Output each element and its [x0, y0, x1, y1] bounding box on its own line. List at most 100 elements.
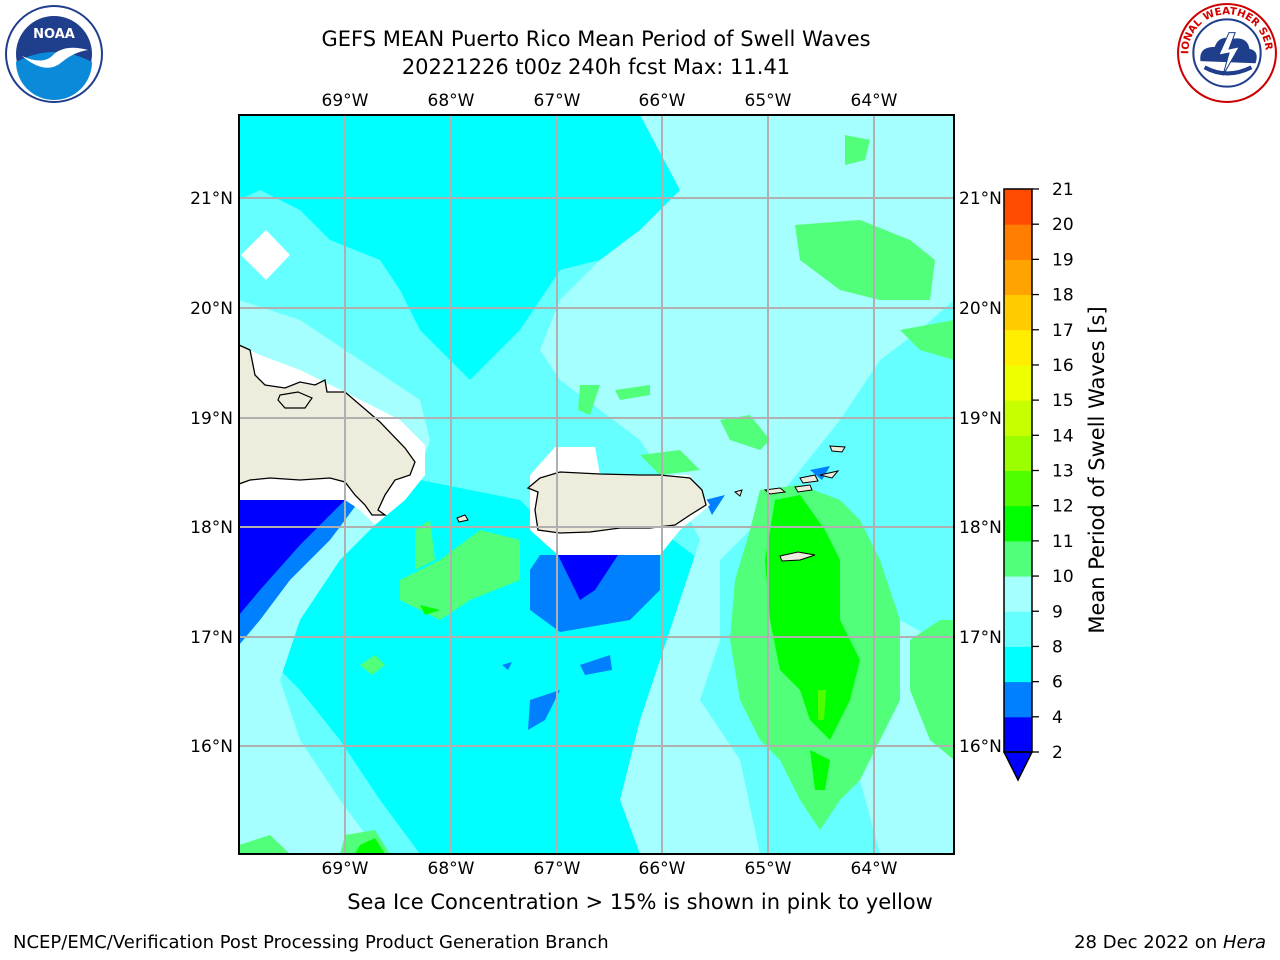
field-band-9-10	[239, 835, 290, 854]
lon-label-bottom: 69°W	[322, 859, 369, 879]
colorbar-cell	[1004, 611, 1032, 647]
colorbar-tick-label: 2	[1052, 743, 1063, 763]
colorbar: 2 4 6 8 9 10 11 12 13 14 15 16 17 18 19 20 21	[1002, 180, 1074, 782]
colorbar-cell	[1004, 329, 1032, 366]
lat-label-right: 18°N	[959, 518, 1002, 538]
lat-label-left: 16°N	[190, 737, 233, 757]
field-band-below-2	[558, 555, 618, 600]
colorbar-tick-label: 15	[1052, 391, 1074, 411]
map-title-line1: GEFS MEAN Puerto Rico Mean Period of Swe…	[321, 27, 871, 51]
footer-date: 28 Dec 2022 on Hera	[1074, 932, 1266, 953]
colorbar-cells	[1004, 189, 1032, 753]
sea-ice-note: Sea Ice Concentration > 15% is shown in …	[0, 890, 1280, 914]
colorbar-cell	[1004, 224, 1032, 260]
virgin-islands	[733, 445, 846, 497]
lon-label-top: 66°W	[639, 91, 686, 111]
lon-labels-bottom: 69°W 68°W 67°W 66°W 65°W 64°W	[322, 859, 898, 879]
field-band-9-10	[640, 450, 700, 475]
lat-label-left: 19°N	[190, 409, 233, 429]
colorbar-cell	[1004, 189, 1032, 225]
colorbar-cell	[1004, 470, 1032, 507]
map-frame	[238, 114, 955, 855]
field-band-below-2	[239, 500, 345, 615]
field-band-9-10	[615, 385, 650, 400]
colorbar-tick-label: 12	[1052, 497, 1074, 517]
lon-label-top: 67°W	[534, 91, 581, 111]
field-band-2-4	[810, 466, 830, 480]
field-band-9-10	[415, 520, 435, 570]
lon-label-bottom: 68°W	[428, 859, 475, 879]
sea-ice-note-text: Sea Ice Concentration > 15% is shown in …	[347, 890, 933, 914]
field-band-2-4	[580, 655, 612, 675]
lat-label-right: 16°N	[959, 737, 1002, 757]
field-band-9-10	[900, 320, 954, 360]
hispaniola-landmass	[239, 344, 416, 516]
field-band-10-11	[420, 605, 440, 615]
field-band-9-10	[720, 415, 770, 450]
colorbar-cell	[1004, 716, 1032, 753]
lat-label-left: 21°N	[190, 189, 233, 209]
field-band-2-4	[705, 495, 725, 515]
lon-label-top: 68°W	[428, 91, 475, 111]
field-band-9-10	[795, 220, 935, 300]
colorbar-extend-arrow	[1002, 751, 1034, 782]
lon-label-top: 69°W	[322, 91, 369, 111]
field-band-8-9	[540, 115, 954, 854]
mona-island	[456, 514, 469, 523]
colorbar-cell	[1004, 646, 1032, 683]
colorbar-cell	[1004, 294, 1032, 331]
field-band-9-10	[400, 530, 520, 620]
lon-label-bottom: 66°W	[639, 859, 686, 879]
footer-credit: NCEP/EMC/Verification Post Processing Pr…	[13, 932, 609, 953]
colorbar-cell	[1004, 259, 1032, 296]
no-data-mask	[241, 230, 290, 280]
colorbar-tick-label: 20	[1052, 215, 1074, 235]
field-band-9-10	[910, 620, 954, 760]
hispaniola-north-coast	[277, 391, 313, 409]
colorbar-cell	[1004, 400, 1032, 436]
field-band-9-10	[360, 655, 385, 675]
colorbar-ticks: 2 4 6 8 9 10 11 12 13 14 15 16 17 18 19 20 21	[1032, 180, 1074, 763]
colorbar-tick-label: 9	[1052, 602, 1063, 622]
colorbar-cell	[1004, 681, 1032, 718]
colorbar-tick-label: 19	[1052, 250, 1074, 270]
colorbar-tick-label: 6	[1052, 673, 1063, 693]
colorbar-cell	[1004, 505, 1032, 542]
colorbar-tick-label: 11	[1052, 532, 1074, 552]
field-band-2-4	[502, 662, 512, 670]
lon-labels-top: 69°W 68°W 67°W 66°W 65°W 64°W	[322, 91, 898, 111]
lat-labels-right: 21°N 20°N 19°N 18°N 17°N 16°N	[959, 189, 1002, 757]
field-band-10-11	[355, 838, 385, 854]
st-croix	[779, 551, 816, 562]
lon-label-bottom: 64°W	[851, 859, 898, 879]
footer-host: Hera	[1222, 932, 1266, 953]
colorbar-tick-label: 17	[1052, 321, 1074, 341]
graticule	[239, 115, 954, 854]
colorbar-cell	[1004, 576, 1032, 612]
lat-label-right: 20°N	[959, 299, 1002, 319]
lon-label-bottom: 67°W	[534, 859, 581, 879]
lat-label-right: 21°N	[959, 189, 1002, 209]
nws-logo: NATIONAL WEATHER SERVICE	[1176, 2, 1277, 103]
field-band-2-4	[530, 555, 660, 632]
colorbar-title: Mean Period of Swell Waves [s]	[1085, 306, 1109, 634]
colorbar-tick-label: 21	[1052, 180, 1074, 200]
colorbar-tick-label: 16	[1052, 356, 1074, 376]
colorbar-cell	[1004, 364, 1032, 401]
noaa-logo-text: NOAA	[33, 27, 75, 42]
colorbar-cell	[1004, 435, 1032, 471]
swell-period-field	[239, 115, 954, 854]
field-band-11-12	[818, 690, 826, 720]
lat-label-left: 18°N	[190, 518, 233, 538]
lon-label-bottom: 65°W	[745, 859, 792, 879]
field-band-9-10	[578, 385, 600, 415]
lat-label-right: 19°N	[959, 409, 1002, 429]
map-title-line2: 20221226 t00z 240h fcst Max: 11.41	[401, 55, 791, 79]
footer-date-text: 28 Dec 2022 on	[1074, 932, 1223, 953]
colorbar-tick-label: 8	[1052, 637, 1063, 657]
field-band-10-11	[810, 750, 830, 790]
field-band-4-6	[239, 115, 954, 380]
lon-label-top: 64°W	[851, 91, 898, 111]
field-band-9-10	[845, 135, 870, 165]
